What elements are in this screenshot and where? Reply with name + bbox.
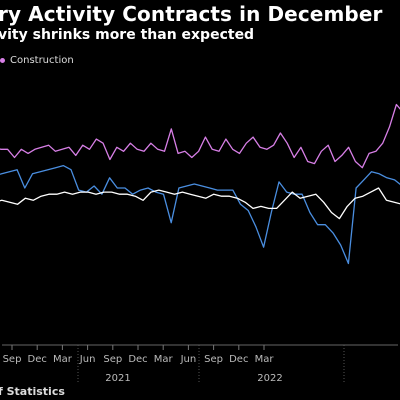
x-tick-label: Sep <box>103 354 122 365</box>
x-tick-label: Mar <box>154 354 174 365</box>
x-tick-label: Dec <box>28 354 47 365</box>
legend-construction-label: Construction <box>10 55 74 66</box>
legend-construction-swatch <box>0 58 5 63</box>
series-line-total <box>0 187 400 220</box>
chart-subtitle: vity shrinks more than expected <box>0 27 255 43</box>
x-tick-label: Jun <box>180 354 197 365</box>
series-line-manufacturing <box>0 164 400 265</box>
source-note: f Statistics <box>0 385 65 398</box>
legend: Construction <box>0 55 74 66</box>
x-tick-label: Jun <box>79 354 96 365</box>
x-tick-label: Dec <box>229 354 248 365</box>
x-tick-label: Sep <box>3 354 22 365</box>
series-line-construction <box>0 103 400 169</box>
x-tick-label: Mar <box>53 354 73 365</box>
year-label: 2022 <box>257 373 282 384</box>
chart-title: ry Activity Contracts in December <box>0 2 383 26</box>
x-tick-label: Mar <box>255 354 275 365</box>
x-tick-label: Sep <box>204 354 223 365</box>
year-label: 2021 <box>105 373 130 384</box>
x-tick-label: Dec <box>128 354 147 365</box>
